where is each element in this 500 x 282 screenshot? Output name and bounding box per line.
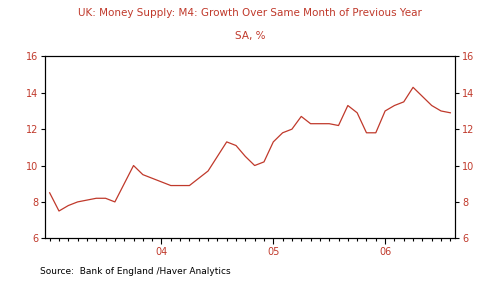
Text: SA, %: SA, %: [235, 31, 265, 41]
Text: Source:  Bank of England /Haver Analytics: Source: Bank of England /Haver Analytics: [40, 267, 230, 276]
Text: UK: Money Supply: M4: Growth Over Same Month of Previous Year: UK: Money Supply: M4: Growth Over Same M…: [78, 8, 422, 18]
